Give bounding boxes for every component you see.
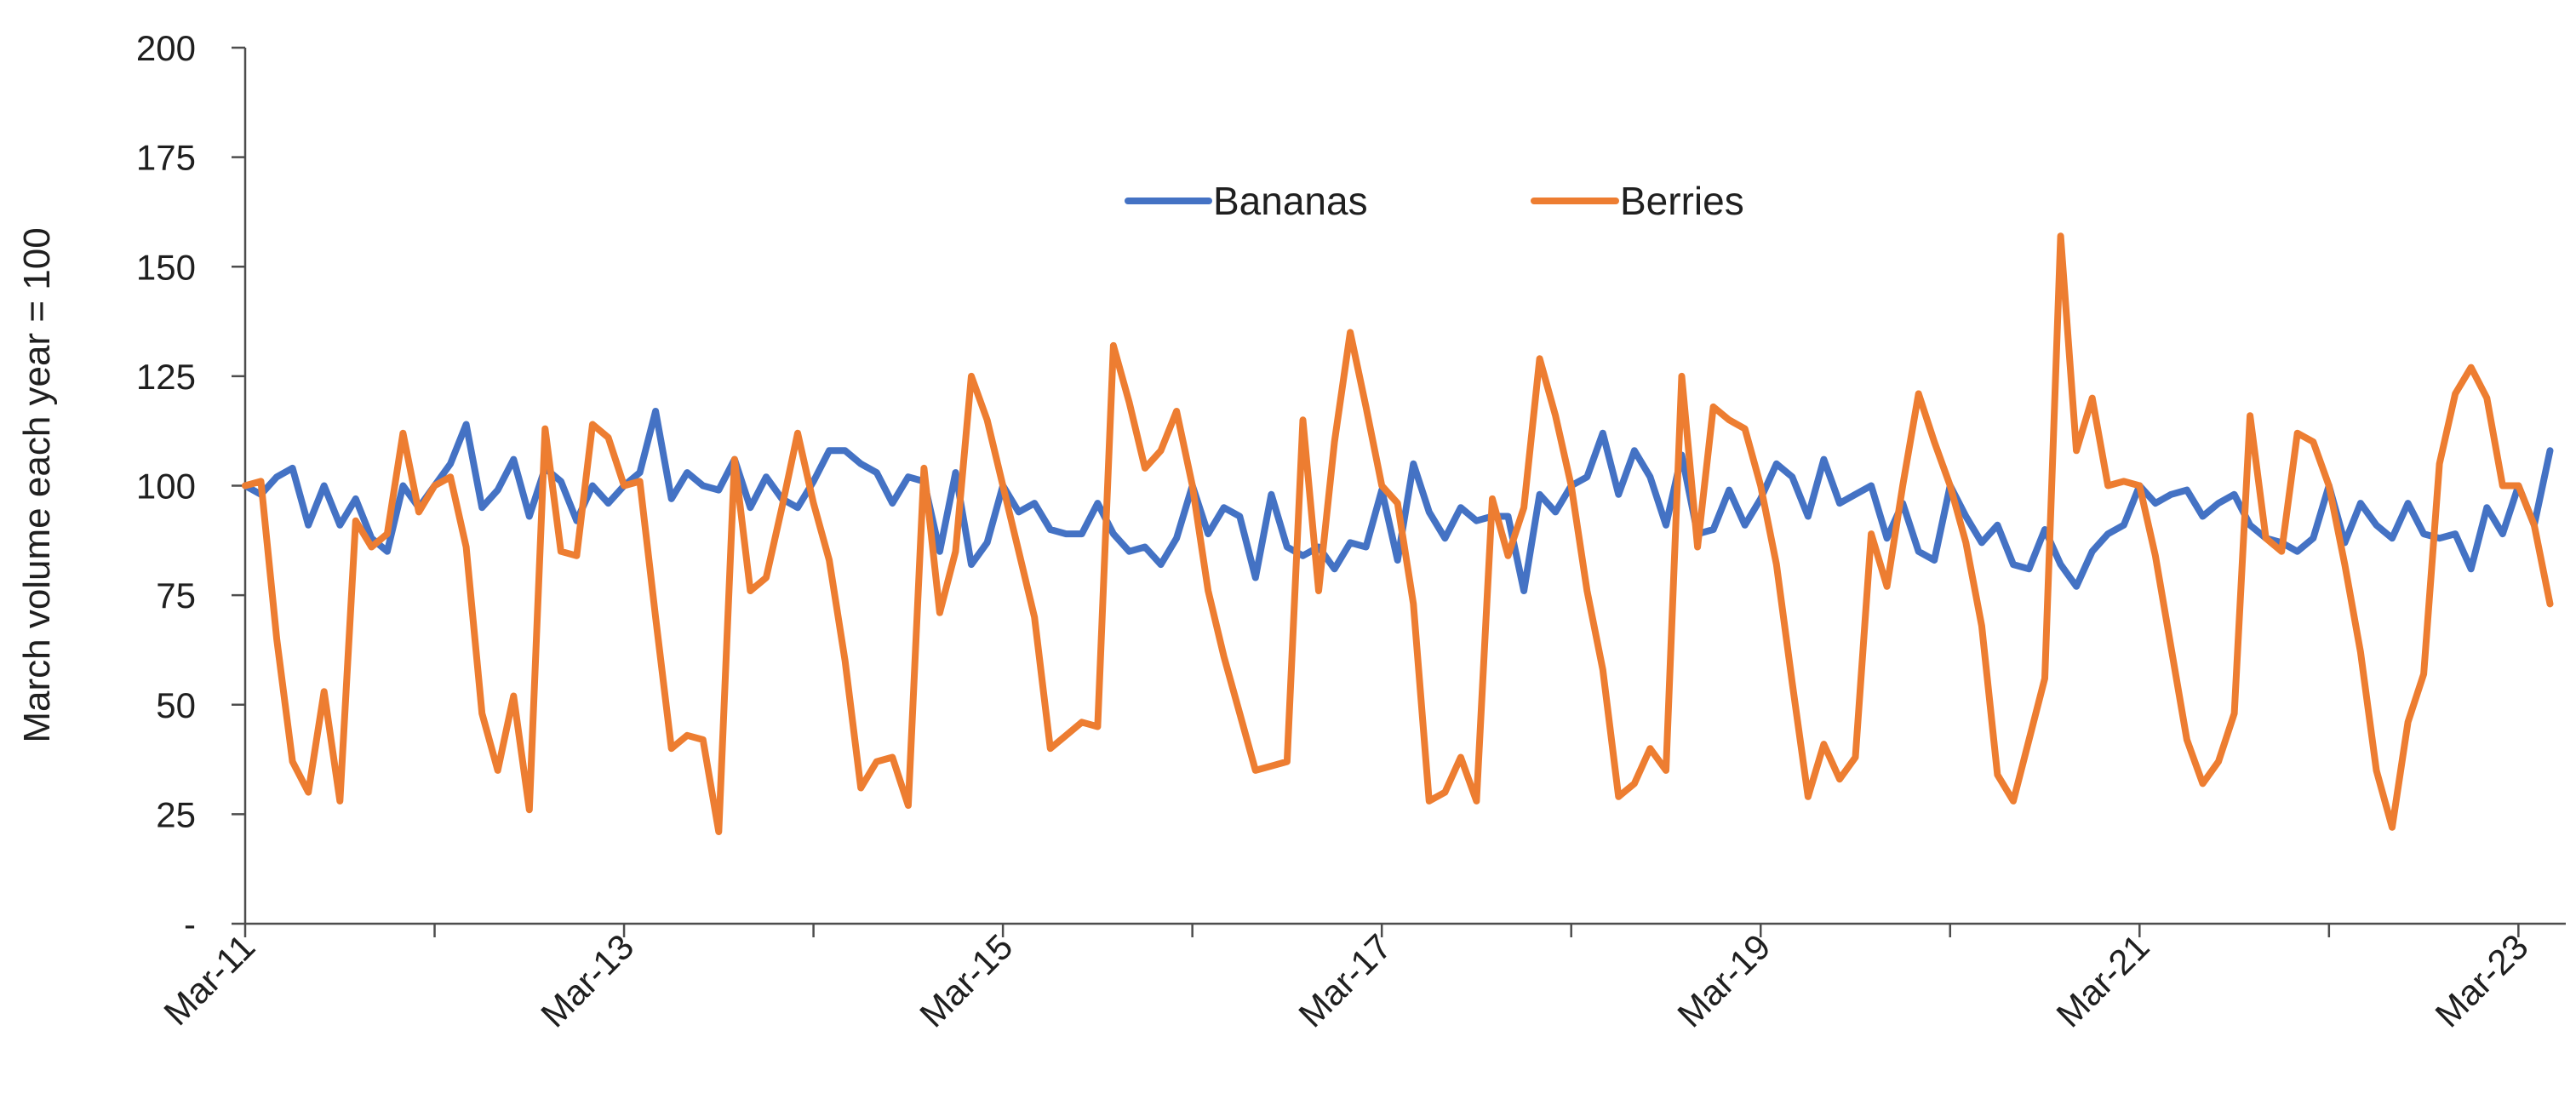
x-tick-label: Mar-15 [912, 926, 1020, 1034]
legend-label-berries: Berries [1620, 179, 1744, 223]
series-line-berries [242, 232, 2554, 835]
y-tick-label: 175 [136, 138, 196, 178]
legend-label-bananas: Bananas [1213, 179, 1368, 223]
y-tick-label: 150 [136, 247, 196, 287]
series-lines [242, 232, 2554, 835]
y-axis-title: March volume each year = 100 [16, 227, 58, 742]
x-tick-label: Mar-13 [533, 926, 641, 1034]
y-tick-label: 50 [156, 685, 196, 725]
y-tick-label: 100 [136, 467, 196, 507]
y-tick-label: 75 [156, 576, 196, 616]
y-tick-label: 25 [156, 794, 196, 834]
x-tick-label: Mar-19 [1669, 926, 1777, 1034]
y-tick-label: - [184, 904, 196, 944]
y-tick-label: 200 [136, 28, 196, 68]
x-tick-label: Mar-17 [1291, 926, 1399, 1034]
chart-legend: Bananas Berries [1125, 179, 1744, 223]
x-tick-label: Mar-23 [2427, 926, 2535, 1034]
y-tick-label: 125 [136, 357, 196, 397]
x-tick-label: Mar-11 [156, 926, 262, 1033]
x-tick-label: Mar-21 [2048, 926, 2156, 1034]
